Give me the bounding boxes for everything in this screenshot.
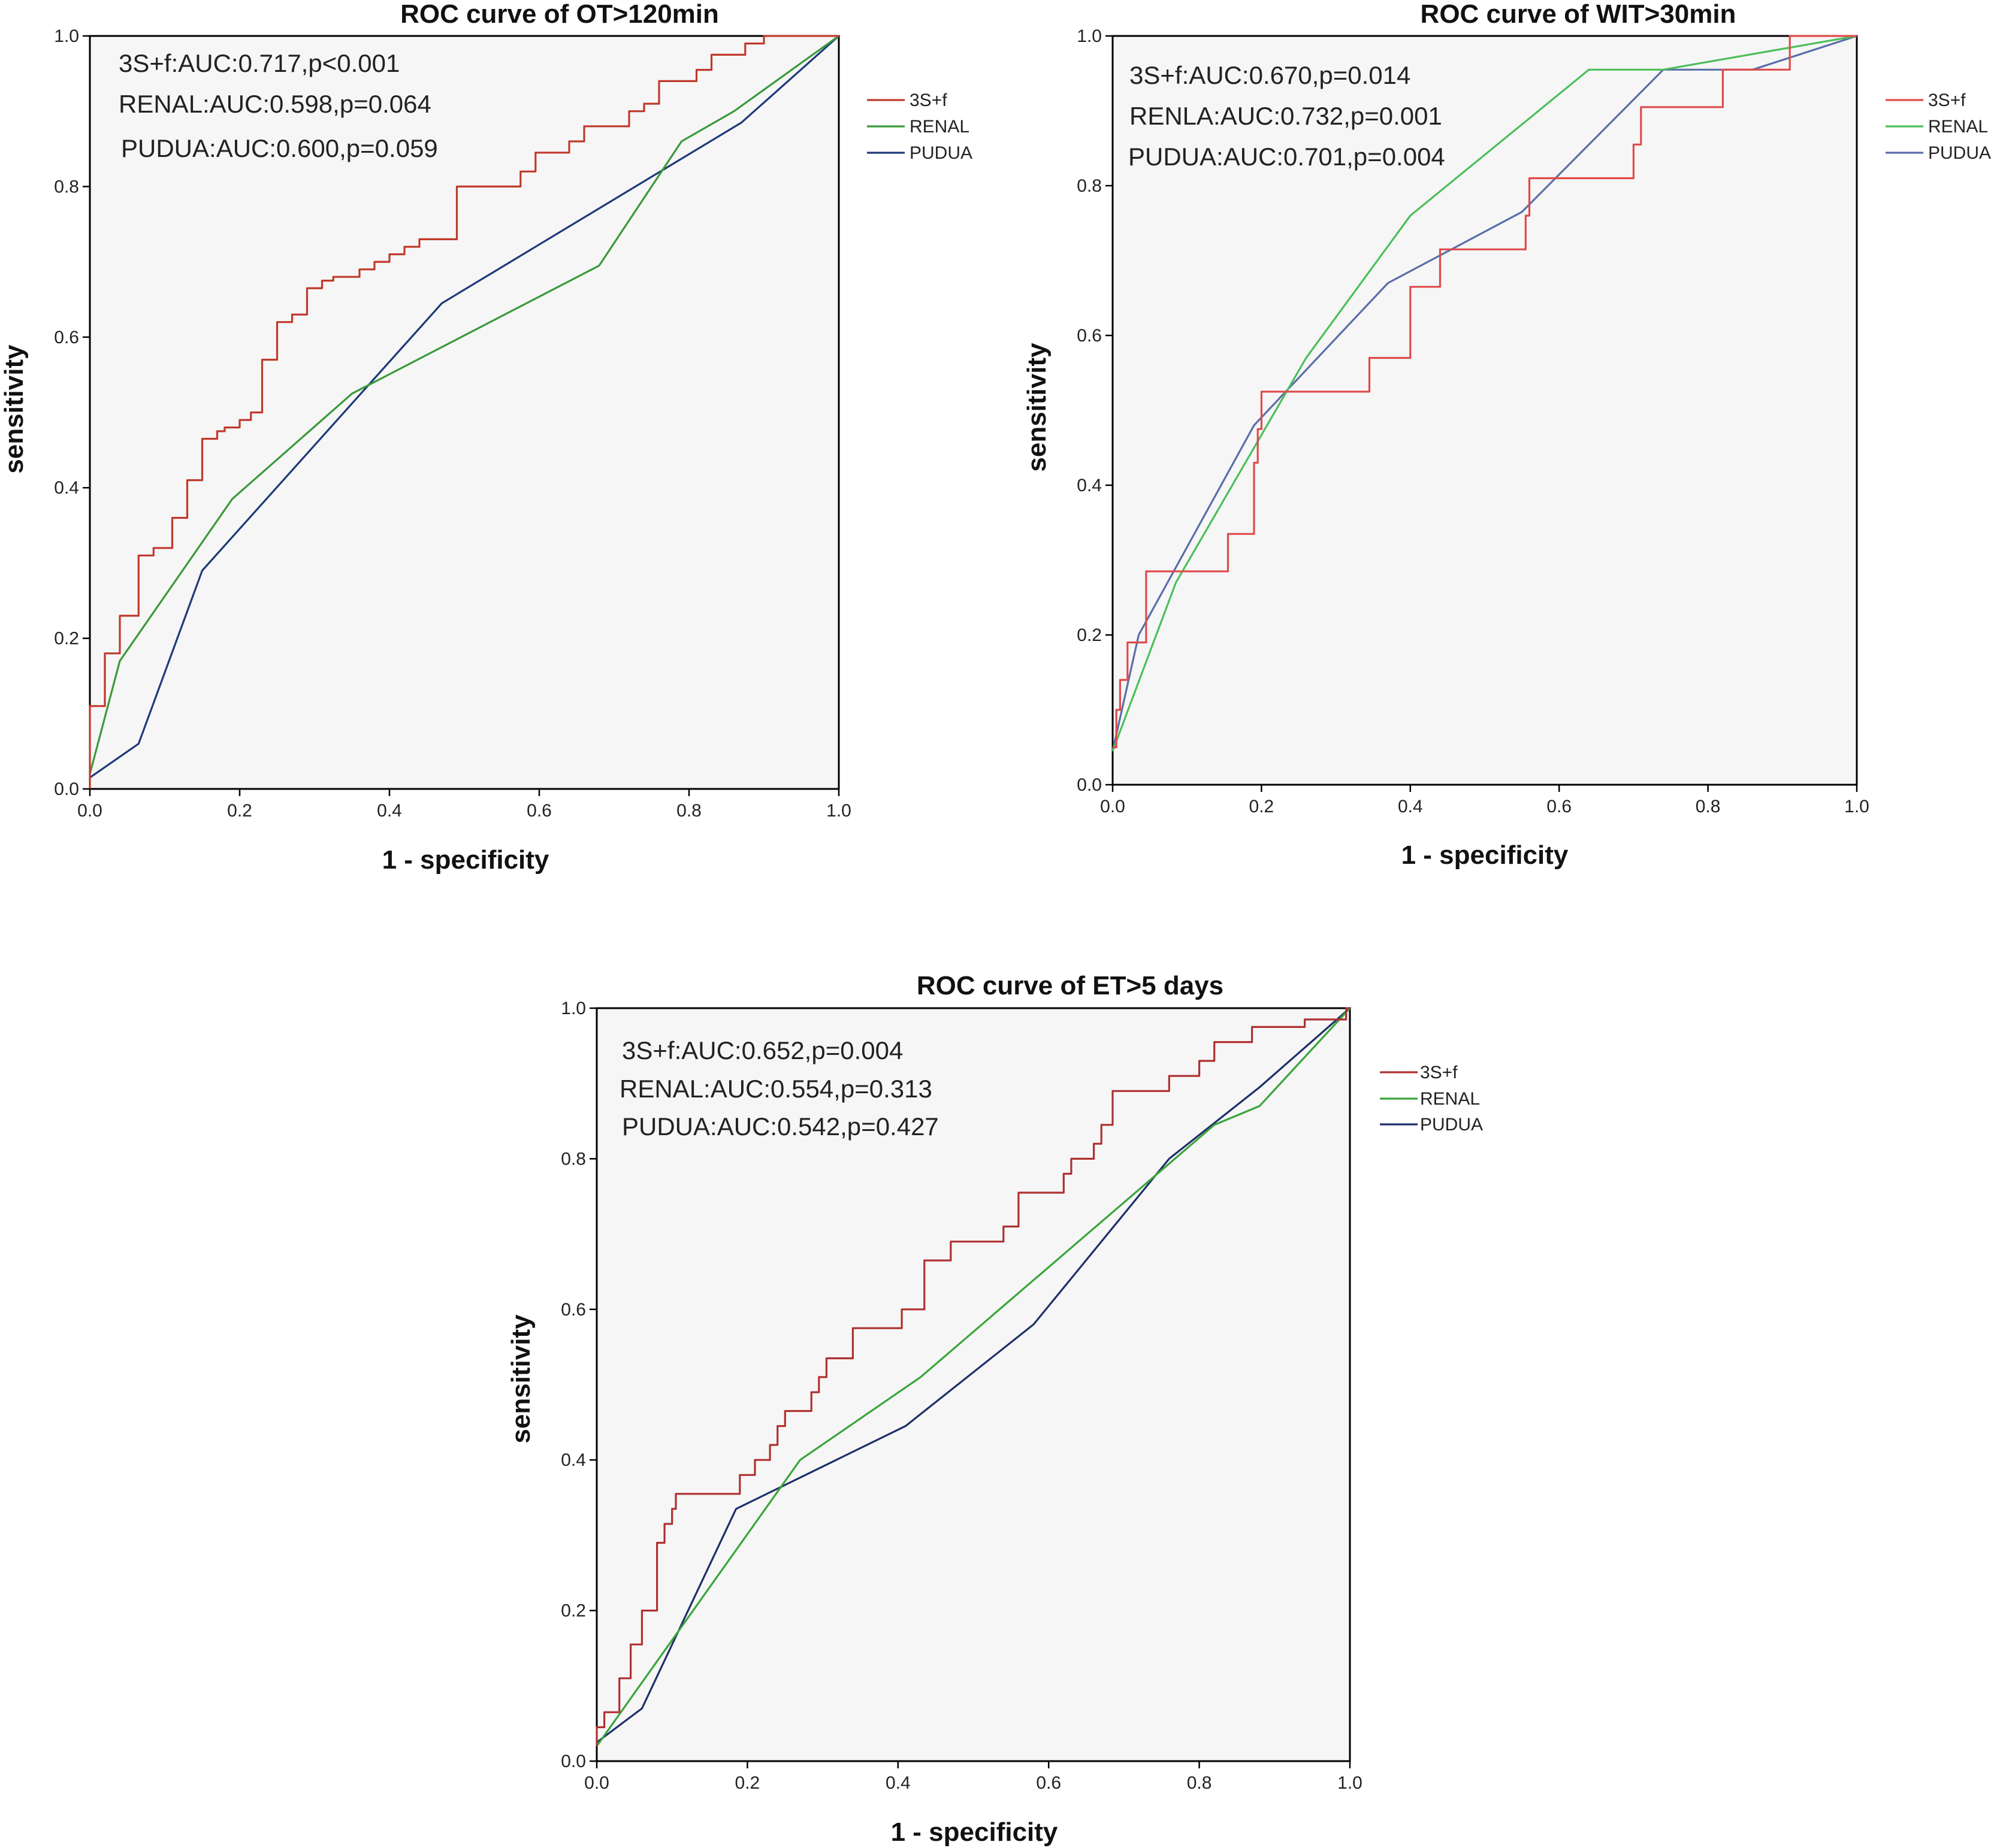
x-tick-label: 0.8 [1187, 1773, 1212, 1793]
x-tick-label: 0.6 [1036, 1773, 1061, 1793]
x-tick-label: 0.4 [1398, 797, 1423, 816]
annotation-3sf: 3S+f:AUC:0.717,p<0.001 [119, 49, 400, 77]
annotation-renal: RENAL:AUC:0.554,p=0.313 [620, 1075, 932, 1103]
annotation-3sf: 3S+f:AUC:0.652,p=0.004 [622, 1036, 903, 1064]
roc-chart-ot: ROC curve of OT>120min 0.0 0.2 0.4 0.6 0.8 1.… [0, 0, 972, 875]
legend-label-pudua: PUDUA [1420, 1115, 1483, 1135]
x-tick-label: 0.8 [676, 801, 702, 821]
y-tick-label: 0.6 [561, 1300, 586, 1320]
y-tick-label: 0.2 [561, 1601, 586, 1621]
legend-label-3sf: 3S+f [1928, 90, 1966, 110]
legend-label-renal: RENAL [910, 117, 969, 137]
chart-title: ROC curve of ET>5 days [917, 971, 1223, 1000]
legend: 3S+f RENAL PUDUA [1886, 90, 1991, 163]
x-tick-label: 0.2 [735, 1773, 760, 1793]
y-tick-label: 0.6 [54, 328, 79, 347]
x-tick-label: 1.0 [1844, 797, 1869, 816]
legend-label-3sf: 3S+f [910, 90, 947, 110]
legend: 3S+f RENAL PUDUA [1380, 1063, 1483, 1135]
curves [89, 35, 840, 789]
roc-curve-renal [596, 1007, 1351, 1747]
x-axis-label: 1 - specificity [891, 1817, 1058, 1847]
x-tick-label: 0.0 [584, 1773, 609, 1793]
y-tick-label: 0.0 [54, 779, 79, 799]
y-tick-label: 1.0 [561, 999, 586, 1018]
x-tick-label: 0.2 [1249, 797, 1274, 816]
y-tick-label: 0.8 [54, 177, 79, 196]
y-tick-label: 0.0 [561, 1752, 586, 1771]
x-tick-label: 1.0 [826, 801, 851, 821]
roc-curve-renal [89, 35, 839, 775]
legend: 3S+f RENAL PUDUA [867, 90, 972, 163]
x-axis-label: 1 - specificity [1401, 840, 1569, 870]
x-tick-label: 0.4 [377, 801, 402, 821]
plot-area [1111, 35, 1858, 786]
y-tick-label: 0.4 [54, 478, 79, 498]
x-tick-label: 0.8 [1696, 797, 1721, 816]
annotation-pudua: PUDUA:AUC:0.701,p=0.004 [1128, 143, 1445, 171]
roc-curve-renal [1111, 35, 1857, 752]
axis-ticks: 0.0 0.2 0.4 0.6 0.8 1.0 0.0 0.2 0.4 0.6 0.8 1.0 [561, 999, 1362, 1793]
y-tick-label: 0.2 [54, 629, 79, 649]
y-tick-label: 0.6 [1077, 326, 1102, 346]
legend-label-pudua: PUDUA [910, 143, 972, 163]
y-tick-label: 0.8 [561, 1149, 586, 1169]
y-tick-label: 0.0 [1077, 775, 1102, 795]
y-tick-label: 0.4 [1077, 476, 1102, 495]
x-tick-label: 0.4 [886, 1773, 911, 1793]
y-tick-label: 0.2 [1077, 625, 1102, 645]
x-tick-label: 0.2 [227, 801, 252, 821]
curves [1111, 35, 1857, 752]
axis-ticks: 0.0 0.2 0.4 0.6 0.8 1.0 0.0 0.2 0.4 0.6 0.8 1.0 [54, 26, 851, 821]
y-tick-label: 0.8 [1077, 176, 1102, 196]
roc-curve-3s-f [596, 1007, 1350, 1746]
roc-chart-et: ROC curve of ET>5 days 0.0 0.2 0.4 0.6 0.8 1.… [506, 971, 1483, 1847]
axis-ticks: 0.0 0.2 0.4 0.6 0.8 1.0 0.0 0.2 0.4 0.6 0.8 1.0 [1077, 26, 1869, 816]
y-tick-label: 1.0 [54, 26, 79, 46]
x-tick-label: 0.0 [1100, 797, 1125, 816]
y-tick-label: 1.0 [1077, 26, 1102, 46]
roc-curve-3s-f [1113, 35, 1857, 749]
y-axis-label: sensitivity [0, 344, 29, 474]
chart-title: ROC curve of WIT>30min [1421, 0, 1736, 29]
plot-area [596, 1007, 1351, 1762]
roc-curve-pudua [596, 1007, 1351, 1743]
roc-chart-wit: ROC curve of WIT>30min 0.0 0.2 0.4 0.6 0.8 1.… [1022, 0, 1991, 870]
legend-label-renal: RENAL [1928, 117, 1988, 137]
annotation-pudua: PUDUA:AUC:0.542,p=0.427 [622, 1112, 939, 1141]
roc-curve-3s-f [89, 35, 839, 789]
y-axis-label: sensitivity [506, 1314, 536, 1444]
annotation-pudua: PUDUA:AUC:0.600,p=0.059 [121, 134, 438, 162]
plot-area [89, 35, 840, 790]
annotation-renal: RENAL:AUC:0.598,p=0.064 [119, 90, 431, 118]
y-tick-label: 0.4 [561, 1450, 586, 1470]
chart-title: ROC curve of OT>120min [400, 0, 719, 29]
curves [596, 1007, 1351, 1747]
legend-label-renal: RENAL [1420, 1089, 1480, 1109]
legend-label-3sf: 3S+f [1420, 1063, 1458, 1082]
y-axis-label: sensitivity [1022, 343, 1052, 472]
x-tick-label: 0.0 [77, 801, 102, 821]
x-tick-label: 1.0 [1337, 1773, 1362, 1793]
legend-label-pudua: PUDUA [1928, 143, 1991, 163]
annotation-3sf: 3S+f:AUC:0.670,p=0.014 [1129, 61, 1410, 89]
roc-curve-pudua [89, 35, 840, 779]
annotation-renla: RENLA:AUC:0.732,p=0.001 [1129, 102, 1442, 130]
x-tick-label: 0.6 [527, 801, 552, 821]
x-tick-label: 0.6 [1546, 797, 1572, 816]
x-axis-label: 1 - specificity [382, 845, 549, 875]
